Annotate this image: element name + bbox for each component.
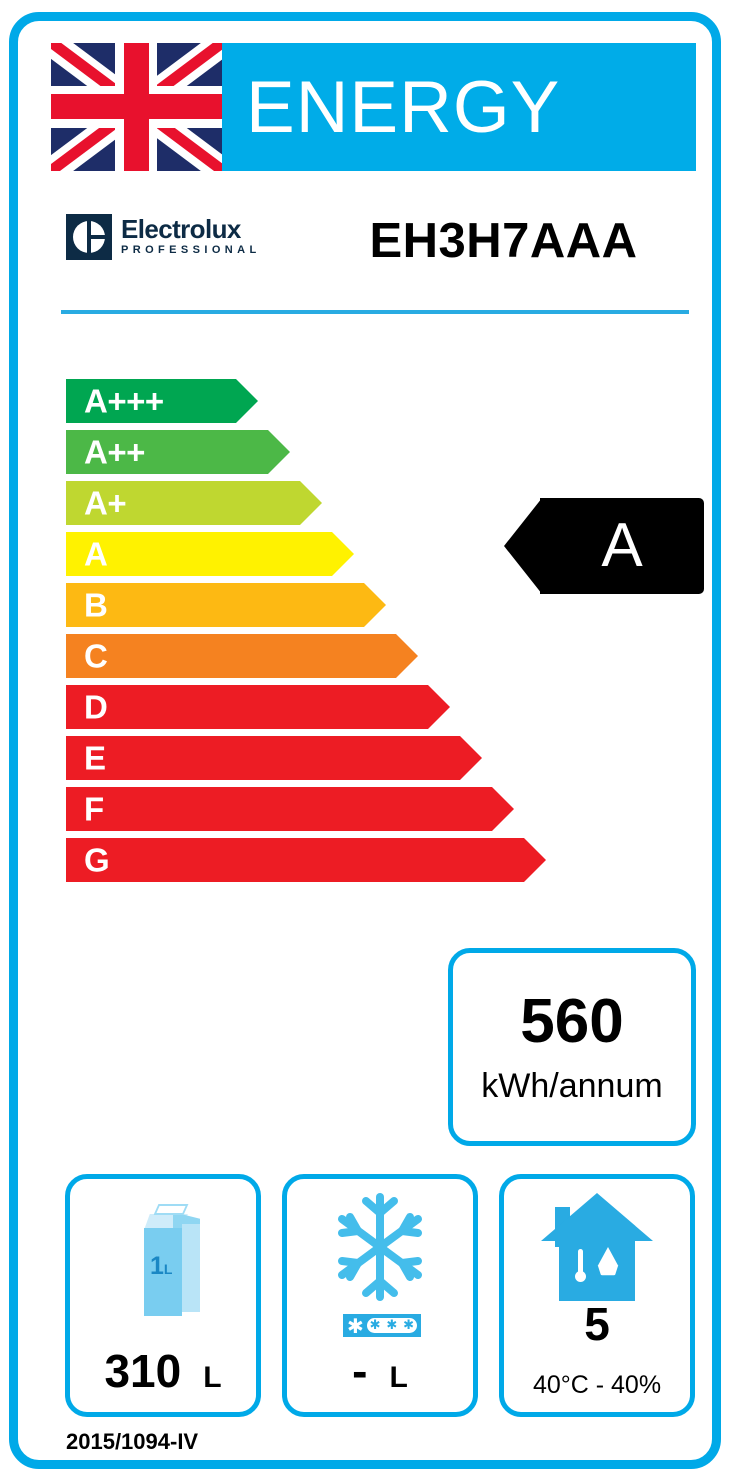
carton-label-unit: L: [163, 1261, 173, 1277]
fridge-volume-box: 1L 310 L: [65, 1174, 261, 1417]
class-bar-label: E: [84, 739, 106, 777]
consumption-value: 560: [520, 987, 624, 1056]
milk-carton-icon: 1L: [126, 1200, 200, 1322]
rating-arrow: A: [504, 498, 704, 594]
electrolux-logo: Electrolux PROFESSIONAL: [66, 214, 261, 260]
class-bar-label: B: [84, 586, 108, 624]
energy-label-frame: ENERGY Electrolux PROFESSIONAL EH3H7AAA …: [9, 12, 721, 1469]
snowflake-icon: [338, 1193, 422, 1301]
freezer-volume-value: -: [352, 1345, 368, 1397]
regulation-reference: 2015/1094-IV: [66, 1429, 199, 1454]
consumption-unit: kWh/annum: [481, 1067, 663, 1105]
brand-subtitle: PROFESSIONAL: [121, 244, 261, 256]
fridge-volume-value: 310: [104, 1345, 182, 1397]
carton-label-value: 1: [150, 1252, 164, 1280]
model-name: EH3H7AAA: [369, 214, 638, 268]
thermometer-icon: [575, 1249, 586, 1289]
electrolux-logo-mark-icon: [66, 214, 112, 260]
rating-class-letter: A: [601, 511, 643, 580]
energy-banner-title: ENERGY: [246, 66, 561, 148]
class-bar-f: F: [66, 787, 514, 831]
uk-flag-icon: [51, 43, 222, 171]
class-bar-a: A: [66, 532, 354, 576]
fridge-volume-unit: L: [203, 1361, 222, 1394]
class-bar-label: A+++: [84, 382, 164, 420]
metrics-row: 1L 310 L: [65, 1174, 695, 1417]
label-header: ENERGY: [51, 43, 696, 171]
class-bar-label: A+: [84, 484, 127, 522]
class-bar-label: D: [84, 688, 108, 726]
annual-consumption-box: 560 kWh/annum: [448, 948, 696, 1146]
climate-class-box: 5 40°C - 40%: [499, 1174, 695, 1417]
climate-class-caption: 40°C - 40%: [532, 1371, 662, 1399]
class-bar-label: C: [84, 637, 108, 675]
freezer-volume-unit: L: [389, 1361, 408, 1394]
class-bar-a1: A+: [66, 481, 322, 525]
class-bar-c: C: [66, 634, 418, 678]
class-bar-a2: A++: [66, 430, 290, 474]
house-climate-icon: [541, 1193, 653, 1301]
climate-class-value: 5: [584, 1298, 610, 1350]
brand-name: Electrolux: [121, 214, 241, 244]
class-bar-d: D: [66, 685, 450, 729]
energy-banner: ENERGY: [222, 43, 696, 171]
brand-row: Electrolux PROFESSIONAL EH3H7AAA: [51, 206, 696, 284]
header-divider: [61, 310, 689, 314]
freezer-volume-box: ✱ ✱ ✱ ✱ - L: [282, 1174, 478, 1417]
freezer-star-rating-icon: ✱ ✱ ✱ ✱: [343, 1314, 421, 1337]
class-bar-label: F: [84, 790, 104, 828]
class-bar-e: E: [66, 736, 482, 780]
energy-class-scale: A+++ A++ A+ A B C D E: [66, 379, 546, 889]
class-bar-label: A++: [84, 433, 145, 471]
class-bar-a3: A+++: [66, 379, 258, 423]
class-bar-label: A: [84, 535, 108, 573]
rating-arrow-tip-icon: [504, 498, 542, 594]
class-bar-g: G: [66, 838, 546, 882]
class-bar-label: G: [84, 841, 110, 879]
class-bar-b: B: [66, 583, 386, 627]
